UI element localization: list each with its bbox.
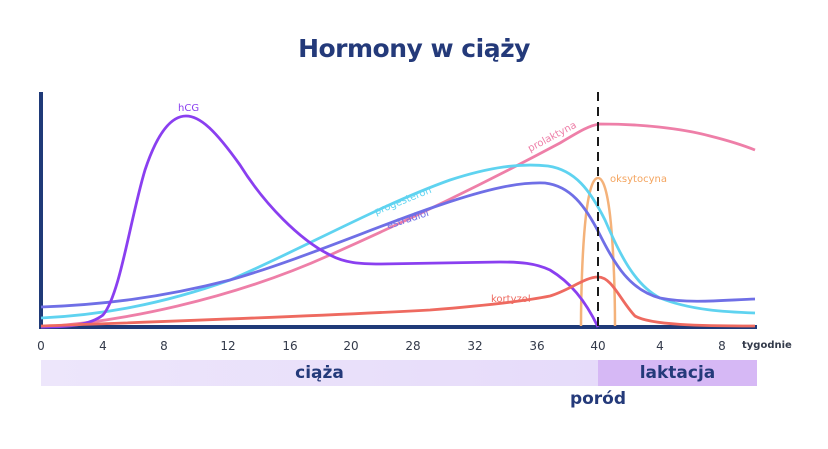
- x-tick: 12: [220, 339, 236, 353]
- hcg-curve: [40, 114, 600, 329]
- oxytocin-label: oksytocyna: [610, 174, 667, 185]
- birth-label: poród: [569, 389, 627, 409]
- pregnancy-label: ciąża: [295, 363, 344, 383]
- x-tick: 20: [343, 339, 359, 353]
- x-tick: 32: [467, 339, 483, 353]
- x-tick: 8: [718, 339, 726, 353]
- estradiol-curve: [40, 181, 756, 309]
- prolactin-curve: [40, 122, 756, 329]
- cortisol-label: kortyzol: [491, 294, 531, 305]
- x-tick: 28: [405, 339, 421, 353]
- x-tick: 40: [590, 339, 606, 353]
- hcg-label: hCG: [178, 103, 199, 114]
- lactation-label: laktacja: [639, 363, 716, 383]
- x-tick: 0: [37, 339, 45, 353]
- x-axis-unit-label: tygodnie: [742, 340, 792, 351]
- progesterone-curve: [40, 163, 756, 320]
- chart-title: Hormony w ciąży: [298, 34, 530, 63]
- x-tick: 4: [99, 339, 107, 353]
- x-tick: 4: [656, 339, 664, 353]
- x-tick: 8: [160, 339, 168, 353]
- cortisol-curve: [40, 275, 756, 328]
- lactation-band: laktacja: [598, 360, 757, 386]
- pregnancy-band: ciąża: [41, 360, 598, 386]
- x-tick: 36: [529, 339, 545, 353]
- x-tick: 16: [282, 339, 298, 353]
